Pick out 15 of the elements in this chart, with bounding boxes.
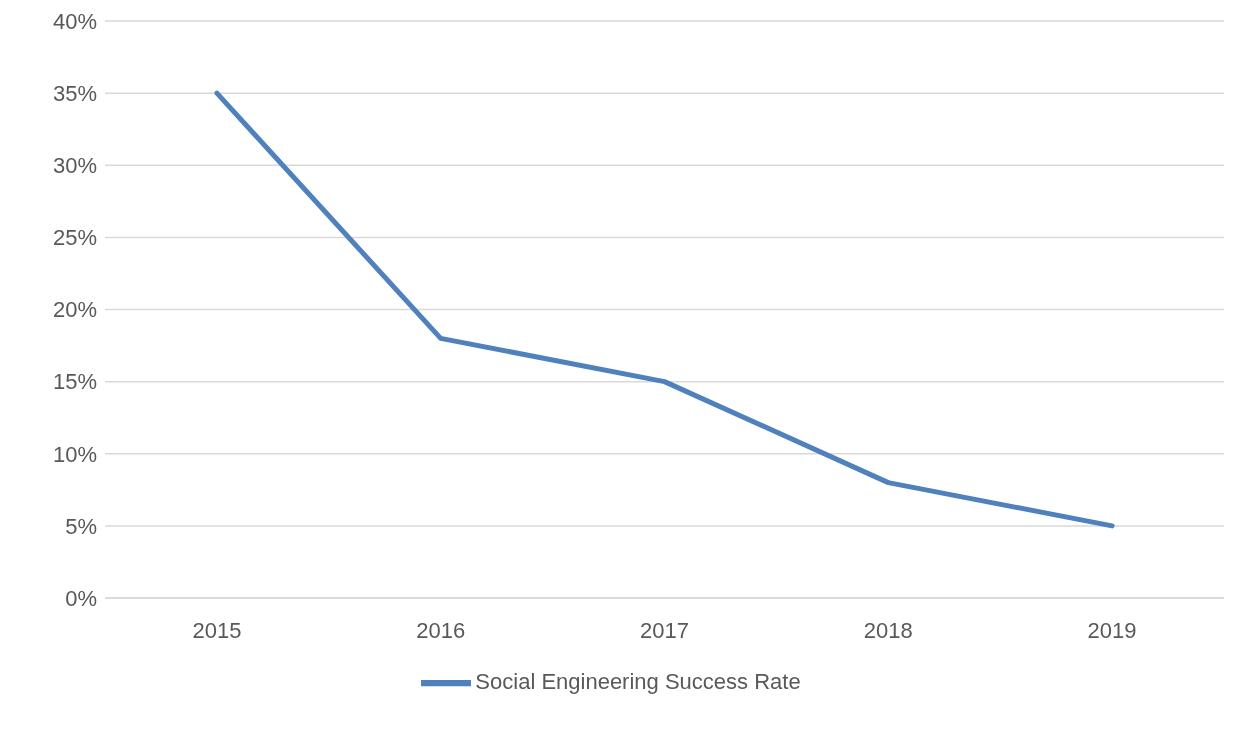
x-tick-label: 2018	[863, 617, 913, 643]
x-tick-label: 2015	[192, 617, 242, 643]
legend-label: Social Engineering Success Rate	[475, 668, 801, 694]
y-tick-label: 40%	[52, 8, 97, 34]
x-tick-label: 2017	[640, 617, 689, 643]
x-tick-label: 2016	[416, 617, 466, 643]
y-tick-label: 20%	[52, 297, 97, 323]
y-tick-label: 10%	[52, 441, 97, 467]
y-tick-label: 25%	[52, 225, 97, 251]
y-tick-label: 15%	[52, 369, 97, 395]
y-tick-label: 5%	[65, 513, 97, 539]
y-tick-label: 35%	[52, 80, 97, 106]
y-tick-label: 30%	[52, 153, 97, 179]
x-tick-label: 2019	[1087, 617, 1137, 643]
y-tick-label: 0%	[65, 585, 97, 611]
